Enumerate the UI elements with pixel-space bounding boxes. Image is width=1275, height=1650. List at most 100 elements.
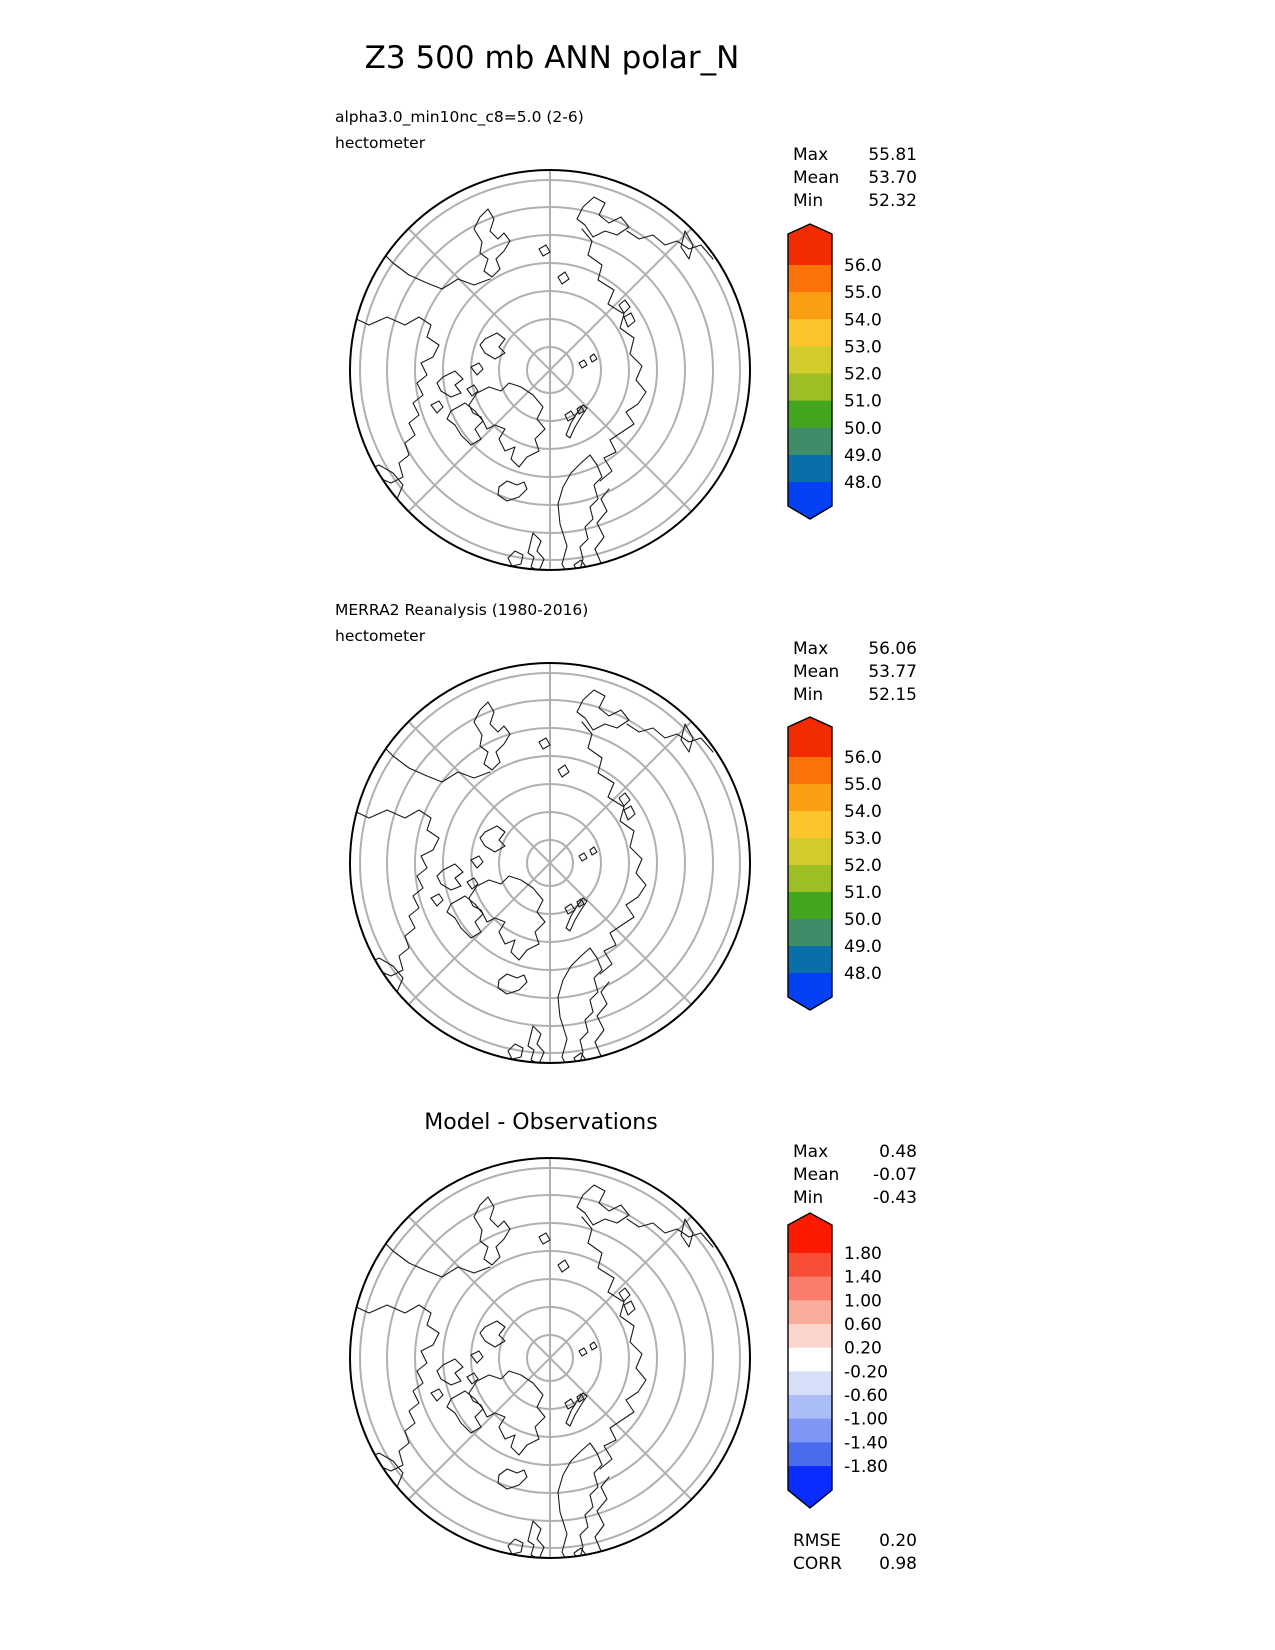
panel2-colorbar: 56.0 55.0 54.0 53.0 52.0 51.0 50.0 49.0 48.0	[780, 715, 930, 1025]
stat-value: 53.70	[868, 168, 917, 188]
polar-map-svg	[349, 1157, 751, 1559]
colorbar-svg: 1.80 1.40 1.00 0.60 0.20 -0.20 -0.60 -1.00 -1.40…	[787, 1212, 888, 1509]
stat-label: Mean	[793, 662, 840, 682]
coastline-severnaya-zemlya	[618, 1287, 636, 1316]
colorbar-segment	[788, 892, 832, 920]
colorbar-tick-label: 56.0	[844, 748, 882, 768]
colorbar-tick-label: 1.40	[844, 1268, 882, 1288]
coastline-scandinavia	[557, 947, 603, 1063]
stat-value: 53.77	[868, 662, 917, 682]
coastline-arctic-islands	[430, 1350, 484, 1402]
panel3-title: Model - Observations	[424, 1110, 658, 1135]
coastline-novaya-zemlya	[565, 1392, 588, 1427]
colorbar-extend-bottom	[788, 482, 832, 519]
coastline-scandinavia	[557, 454, 603, 570]
colorbar-svg: 56.0 55.0 54.0 53.0 52.0 51.0 50.0 49.0 48.0	[787, 716, 882, 1011]
coastline-ireland	[507, 1043, 524, 1060]
panel3-metrics: RMSE 0.20 CORR 0.98	[793, 1530, 917, 1576]
coastline-iceland	[497, 1468, 528, 1490]
stat-row: Mean -0.07	[793, 1164, 917, 1187]
colorbar-segment	[788, 919, 832, 947]
colorbar-segment	[788, 838, 832, 866]
coastline-new-siberian-islands	[557, 764, 570, 778]
coastline-arctic-islands	[430, 855, 484, 907]
coastline-kamchatka	[680, 1218, 694, 1248]
stat-label: Min	[793, 685, 824, 705]
colorbar-tick-label: 0.60	[844, 1315, 882, 1335]
colorbar-tick-label: -0.60	[844, 1386, 888, 1406]
coastline-baffin-island	[446, 402, 484, 446]
stat-row: Mean 53.70	[793, 167, 917, 190]
coastline-alaska-south	[380, 743, 491, 783]
coastline-scandinavia	[557, 1442, 603, 1558]
stat-value: 52.15	[868, 685, 917, 705]
colorbar-segment	[788, 319, 832, 347]
coastline-siberia	[581, 1216, 647, 1470]
colorbar-segment	[788, 1347, 832, 1372]
coastline-wrangel-island	[538, 737, 551, 750]
metric-row: RMSE 0.20	[793, 1530, 917, 1553]
coastline-wrangel-island	[538, 244, 551, 257]
coastline-iceland	[497, 973, 528, 995]
coastline-chukotka	[576, 196, 630, 238]
colorbar-segment	[788, 1395, 832, 1420]
coastline-new-siberian-islands	[557, 1259, 570, 1273]
coastline-novaya-zemlya	[565, 404, 588, 439]
stat-value: 56.06	[868, 639, 917, 659]
map-boundary	[349, 1157, 751, 1559]
stat-row: Min -0.43	[793, 1187, 917, 1210]
coastline-britain	[527, 532, 545, 570]
panel3-colorbar: 1.80 1.40 1.00 0.60 0.20 -0.20 -0.60 -1.00 -1.40…	[780, 1211, 930, 1521]
meridian-line	[407, 720, 693, 1006]
colorbar-segment	[788, 454, 832, 483]
colorbar-extend-bottom	[788, 973, 832, 1010]
graticule	[359, 663, 741, 1063]
stat-value: -0.07	[873, 1165, 917, 1185]
coastline-siberia	[581, 721, 647, 975]
meridian-line	[407, 227, 693, 513]
colorbar-segment	[788, 292, 832, 320]
colorbar-tick-label: 51.0	[844, 392, 882, 412]
graticule	[359, 1158, 741, 1558]
colorbar-segment	[788, 865, 832, 893]
coastline-greenland	[468, 1370, 546, 1456]
panel1-colorbar: 56.0 55.0 54.0 53.0 52.0 51.0 50.0 49.0 48.0	[780, 222, 930, 532]
stat-label: Mean	[793, 168, 840, 188]
stat-value: 0.48	[879, 1142, 917, 1162]
colorbar-segment	[788, 346, 832, 375]
colorbar-tick-label: 51.0	[844, 883, 882, 903]
coastline-ne-russia	[626, 230, 714, 260]
metric-value: 0.20	[879, 1531, 917, 1551]
polar-map-svg	[349, 662, 751, 1064]
coastlines	[351, 196, 714, 570]
coastline-arctic-islands	[430, 362, 484, 414]
coastline-alaska	[473, 1196, 511, 1266]
colorbar-tick-label: 1.00	[844, 1291, 882, 1311]
map-boundary	[349, 662, 751, 1064]
colorbar-tick-label: 48.0	[844, 473, 882, 493]
metric-value: 0.98	[879, 1554, 917, 1574]
coastline-greenland	[468, 382, 546, 468]
colorbar-segment	[788, 1418, 832, 1443]
colorbar-tick-label: 53.0	[844, 337, 882, 357]
panel1-dataset-label: alpha3.0_min10nc_c8=5.0 (2-6)	[335, 108, 584, 126]
coastline-new-siberian-islands	[557, 271, 570, 285]
coastline-victoria-island	[436, 370, 464, 398]
stat-value: 55.81	[868, 145, 917, 165]
coastline-ireland	[507, 1538, 524, 1555]
colorbar-tick-label: 50.0	[844, 910, 882, 930]
stat-row: Mean 53.77	[793, 661, 917, 684]
coastline-britain	[527, 1025, 545, 1063]
coastline-alaska-south	[380, 250, 491, 290]
coastline-north-america	[351, 1304, 440, 1474]
coastline-kamchatka	[680, 723, 694, 753]
panel1-units-label: hectometer	[335, 134, 426, 152]
map-boundary	[349, 169, 751, 571]
coastline-baffin-island	[446, 1390, 484, 1434]
stat-row: Max 0.48	[793, 1141, 917, 1164]
coastline-victoria-island	[436, 863, 464, 891]
coastline-chukotka	[576, 689, 630, 731]
stat-label: Max	[793, 145, 829, 165]
coastline-baltic	[592, 1476, 610, 1558]
